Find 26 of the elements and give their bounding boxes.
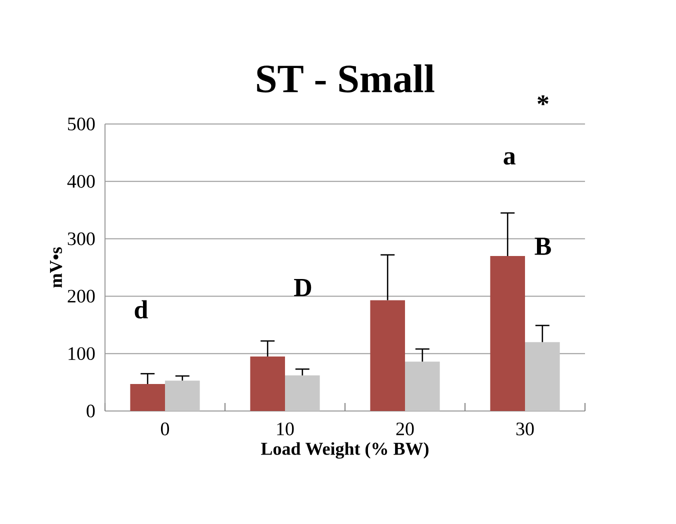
x-axis-title: Load Weight (% BW) <box>261 442 428 459</box>
bar <box>525 342 560 411</box>
annotation: a <box>504 152 516 165</box>
y-tick-label: 400 <box>67 175 95 188</box>
bar <box>165 380 200 411</box>
annotation: B <box>534 238 551 255</box>
text: * <box>538 95 548 106</box>
bar <box>490 256 526 411</box>
x-tick-label: 30 <box>516 422 534 436</box>
annotation: D <box>294 279 312 296</box>
y-tick-label: 100 <box>68 347 95 360</box>
chart-title: ST - Small <box>257 64 434 92</box>
bar <box>370 300 406 411</box>
bar <box>285 375 320 411</box>
y-axis-title: mV•s <box>50 247 62 288</box>
y-tick-label: 200 <box>68 290 95 303</box>
y-tick-label: 500 <box>68 118 95 130</box>
bar <box>250 356 286 411</box>
annotation: d <box>134 300 148 319</box>
x-tick-label: 0 <box>160 422 170 436</box>
bar <box>130 384 166 411</box>
x-tick-label: 10 <box>277 422 294 436</box>
y-tick-label: 300 <box>68 232 95 246</box>
y-tick-label: 0 <box>86 404 95 418</box>
x-tick-label: 20 <box>396 422 414 436</box>
bar <box>405 362 440 411</box>
